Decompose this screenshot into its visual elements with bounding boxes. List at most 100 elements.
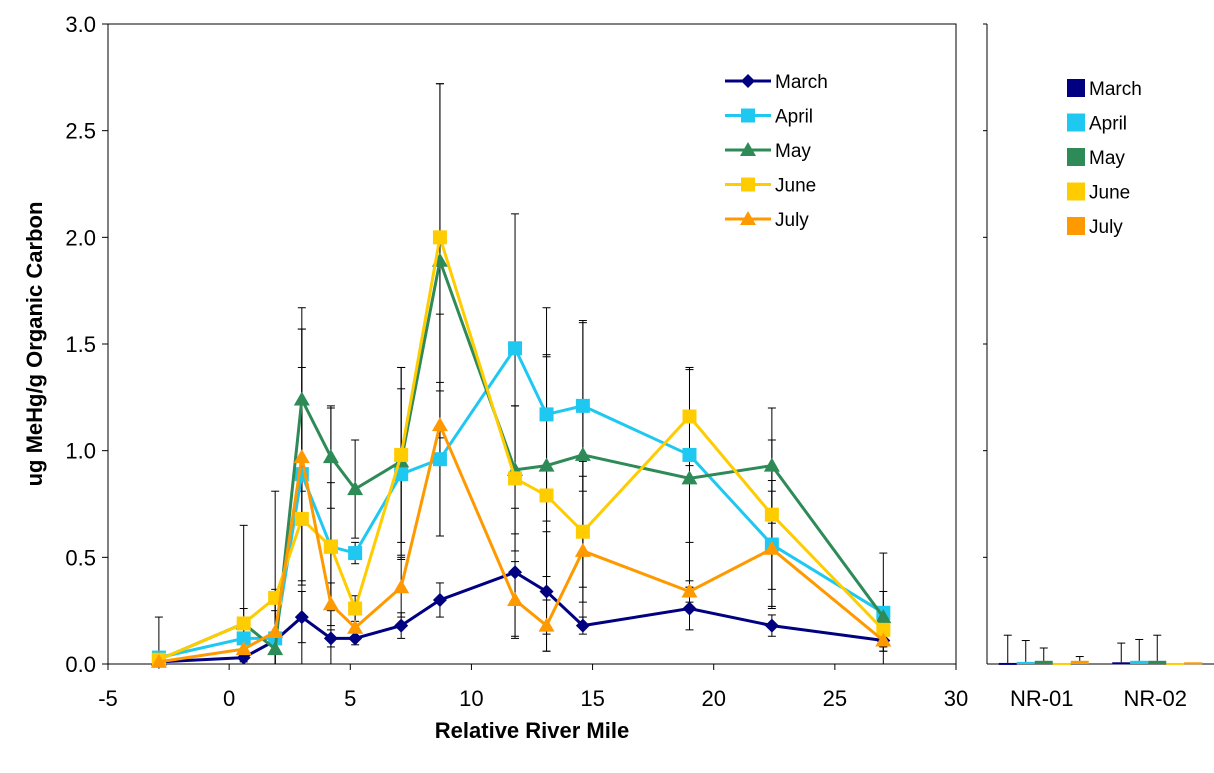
may-bar [1034,660,1053,664]
april-bar [1130,660,1149,664]
june-bar [1166,662,1185,665]
july-data-point [681,583,698,598]
april-legend-label: April [775,107,813,128]
line-x-axis-ticks: -5 0 5 10 15 20 25 30 [98,664,968,711]
march-bar-legend-swatch [1067,79,1085,97]
april-data-point [236,631,251,646]
july-data-point [574,542,591,557]
july-data-point [235,641,252,656]
march-data-point [294,610,309,625]
line-plot-frame [107,23,957,665]
june-legend-marker [741,177,755,192]
y-tick-label: 0.0 [65,652,96,677]
march-data-point [575,618,590,633]
may-series-line [158,255,885,662]
april-bar [1016,661,1035,664]
june-data-point [682,409,697,424]
june-data-point [323,539,338,554]
july-data-point [393,579,410,594]
y-tick-label: 1.0 [65,439,96,464]
x-tick-label: 15 [580,686,604,711]
bar-category-label: NR-01 [1010,686,1074,711]
march-bar [1112,662,1131,665]
april-data-point [348,546,363,561]
bar-chart-panel: NR-01 NR-02 March April May June July [983,23,1214,711]
line-y-axis-ticks: 0.0 0.5 1.0 1.5 2.0 2.5 3.0 [65,12,108,677]
x-tick-label: 10 [459,686,483,711]
x-tick-label: 0 [223,686,235,711]
may-bar-legend-label: May [1089,148,1125,169]
x-axis-title: Relative River Mile [435,718,629,743]
april-data-point [432,452,447,467]
june-data-point [575,524,590,539]
x-tick-label: -5 [98,686,118,711]
july-bar-legend-label: July [1089,217,1123,238]
june-data-point [432,230,447,245]
july-legend-label: July [775,210,809,231]
march-bar-legend-label: March [1089,79,1142,100]
june-data-point [876,622,891,637]
x-tick-label: 5 [344,686,356,711]
march-data-point [682,601,697,616]
june-data-point [294,511,309,526]
june-bar-legend-swatch [1067,182,1085,201]
may-data-point [538,457,555,472]
bar-series-group [998,634,1203,665]
july-bar [1184,662,1203,665]
may-data-point [347,481,364,496]
june-data-point [764,507,779,522]
april-bar-legend-label: April [1089,114,1127,135]
july-data-point [431,417,448,432]
june-bar-legend-label: June [1089,183,1130,204]
july-data-point [763,540,780,555]
march-data-point [539,584,554,599]
may-legend-label: May [775,141,811,162]
july-data-point [875,632,892,647]
bar-category-labels: NR-01 NR-02 [1010,686,1187,711]
bar-legend: March April May June July [1067,79,1142,238]
x-tick-label: 30 [944,686,968,711]
july-data-point [507,592,524,606]
june-data-point [236,616,251,631]
june-data-point [539,488,554,503]
march-data-point [764,618,779,633]
july-bar [1070,660,1089,664]
march-series-line [158,570,884,664]
may-data-point [267,641,284,656]
may-legend-marker [740,142,756,156]
march-bar [998,662,1017,665]
may-bar [1148,660,1167,664]
july-bar-legend-swatch [1067,217,1085,235]
march-legend-marker [741,74,755,88]
july-data-point [293,449,310,464]
may-data-point [322,449,339,464]
april-data-point [682,447,697,462]
may-bar-legend-swatch [1067,148,1085,166]
y-tick-label: 1.5 [65,332,96,357]
march-data-point [323,631,338,646]
july-data-point [267,624,284,638]
may-data-point [574,446,591,461]
june-legend-label: June [775,176,816,197]
y-tick-label: 3.0 [65,12,96,37]
april-bar-legend-swatch [1067,113,1085,132]
march-legend-label: March [775,72,828,93]
april-data-point [575,398,590,413]
july-data-point [322,596,339,611]
x-tick-label: 25 [823,686,847,711]
april-series-line [158,345,885,660]
may-data-point [681,470,698,485]
x-tick-label: 20 [701,686,725,711]
may-data-point [875,609,892,624]
june-data-point [508,471,523,486]
bar-category-label: NR-02 [1123,686,1187,711]
july-series-line [158,420,885,664]
march-data-point [432,593,447,607]
june-data-point [394,447,409,462]
june-data-point [348,601,363,616]
march-data-point [348,631,363,646]
line-series-group [150,230,892,669]
may-data-point [293,391,310,406]
june-bar [1052,662,1071,665]
